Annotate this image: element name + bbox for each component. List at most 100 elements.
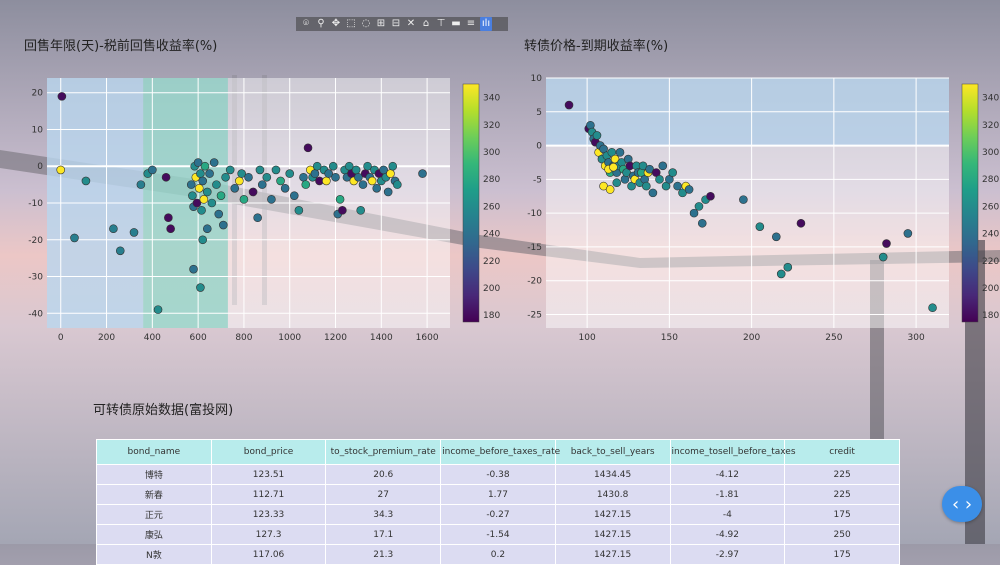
data-point[interactable] — [221, 172, 230, 182]
data-point[interactable] — [136, 180, 146, 189]
data-point[interactable] — [697, 218, 707, 228]
hover-closest-icon[interactable]: ▬ — [451, 18, 461, 29]
data-point[interactable] — [285, 169, 295, 178]
data-point[interactable] — [239, 195, 249, 204]
data-point[interactable] — [878, 252, 888, 262]
data-point[interactable] — [199, 195, 209, 204]
data-point[interactable] — [648, 188, 658, 198]
data-point[interactable] — [271, 165, 281, 175]
data-point[interactable] — [356, 206, 365, 215]
navigate-button[interactable]: ‹ › — [942, 486, 982, 522]
data-point[interactable] — [237, 169, 246, 178]
data-point[interactable] — [189, 264, 198, 274]
data-point[interactable] — [289, 191, 299, 200]
data-point[interactable] — [81, 176, 91, 186]
data-point[interactable] — [257, 180, 267, 189]
data-point[interactable] — [262, 172, 272, 182]
data-point[interactable] — [668, 168, 677, 177]
data-point[interactable] — [418, 169, 427, 178]
zoom-in-icon[interactable]: ⊞ — [376, 18, 386, 29]
data-point[interactable] — [771, 232, 781, 242]
data-point[interactable] — [109, 224, 118, 234]
data-point[interactable] — [363, 161, 372, 171]
data-point[interactable] — [303, 143, 313, 153]
data-point[interactable] — [372, 183, 382, 193]
data-point[interactable] — [212, 180, 221, 189]
data-point[interactable] — [796, 218, 806, 228]
data-point[interactable] — [216, 191, 226, 200]
data-point[interactable] — [388, 161, 398, 171]
data-point[interactable] — [115, 246, 125, 256]
data-point[interactable] — [564, 100, 574, 110]
autoscale-icon[interactable]: ✕ — [406, 18, 416, 29]
data-point[interactable] — [383, 187, 393, 197]
data-point[interactable] — [57, 92, 67, 101]
data-point[interactable] — [230, 183, 240, 193]
data-point[interactable] — [386, 169, 395, 178]
data-point[interactable] — [612, 178, 622, 188]
data-point[interactable] — [219, 220, 228, 230]
data-point[interactable] — [196, 169, 205, 178]
data-point[interactable] — [235, 176, 244, 186]
data-point[interactable] — [928, 303, 937, 313]
data-point[interactable] — [299, 172, 308, 182]
data-point[interactable] — [615, 148, 625, 157]
data-point[interactable] — [658, 161, 668, 171]
data-point[interactable] — [280, 183, 290, 193]
data-point[interactable] — [301, 180, 311, 189]
data-point[interactable] — [684, 185, 694, 194]
data-point[interactable] — [324, 169, 333, 178]
hover-compare-icon[interactable]: ≡ — [466, 18, 476, 29]
data-point[interactable] — [198, 235, 208, 245]
plotly-logo-icon[interactable]: ılı — [480, 17, 492, 31]
data-point[interactable] — [148, 165, 157, 175]
data-point[interactable] — [209, 158, 219, 167]
zoom-icon[interactable]: ⚲ — [317, 18, 325, 29]
scatter-chart-hold-years[interactable]: 0 200 400 600 800 1000 1200 1400 1600 20 10 0 -10 -20… — [0, 60, 500, 345]
pan-icon[interactable]: ✥ — [331, 18, 341, 29]
data-point[interactable] — [276, 176, 285, 186]
data-point[interactable] — [255, 165, 265, 175]
data-point[interactable] — [739, 195, 748, 204]
data-point[interactable] — [903, 229, 913, 238]
data-point[interactable] — [202, 224, 212, 234]
data-point[interactable] — [214, 209, 224, 219]
data-point[interactable] — [642, 181, 651, 191]
data-point[interactable] — [225, 165, 235, 175]
zoom-out-icon[interactable]: ⊟ — [391, 18, 401, 29]
data-point[interactable] — [338, 206, 347, 215]
data-point[interactable] — [354, 172, 363, 182]
data-point[interactable] — [267, 195, 276, 204]
data-point[interactable] — [609, 162, 618, 172]
data-point[interactable] — [689, 208, 699, 218]
data-point[interactable] — [70, 233, 79, 243]
data-point[interactable] — [310, 169, 320, 178]
data-point[interactable] — [188, 191, 197, 200]
data-point[interactable] — [783, 262, 793, 272]
data-point[interactable] — [328, 161, 338, 171]
camera-icon[interactable]: ⌾ — [303, 18, 309, 29]
data-point[interactable] — [205, 169, 214, 178]
data-point[interactable] — [331, 172, 340, 182]
data-point[interactable] — [197, 206, 206, 215]
data-point[interactable] — [56, 165, 66, 175]
spike-lines-icon[interactable]: ⊤ — [436, 18, 446, 29]
scatter-chart-price-yield[interactable]: 100 150 200 250 300 10 5 0 -5 -10 -15 -20 -25 180 200 2… — [500, 60, 1000, 345]
data-point[interactable] — [253, 213, 262, 223]
data-point[interactable] — [198, 176, 208, 186]
reset-axes-icon[interactable]: ⌂ — [422, 18, 430, 29]
data-point[interactable] — [882, 239, 891, 248]
data-point[interactable] — [161, 172, 171, 182]
data-point[interactable] — [196, 283, 205, 292]
data-point[interactable] — [312, 161, 322, 171]
data-point[interactable] — [164, 213, 173, 223]
lasso-icon[interactable]: ◌ — [361, 18, 371, 29]
data-point[interactable] — [592, 131, 602, 140]
data-point[interactable] — [655, 175, 664, 184]
data-point[interactable] — [755, 222, 765, 231]
data-point[interactable] — [673, 181, 682, 191]
data-point[interactable] — [244, 172, 253, 182]
data-point[interactable] — [248, 187, 258, 197]
data-point[interactable] — [694, 202, 704, 211]
data-point[interactable] — [166, 224, 175, 234]
